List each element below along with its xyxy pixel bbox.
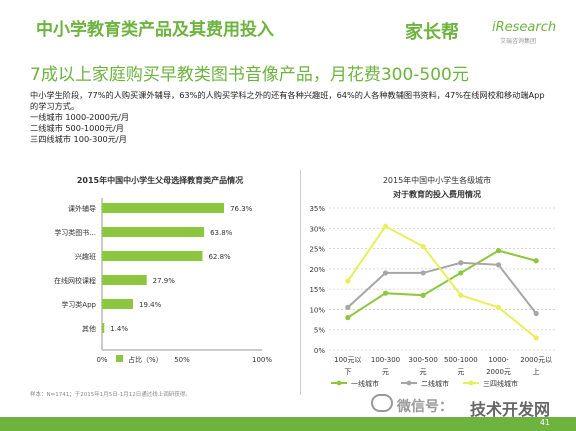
bar-legend-label: 占比（%） bbox=[128, 355, 163, 364]
line-point bbox=[495, 248, 502, 254]
line-x-tick-2: 元 bbox=[457, 368, 464, 376]
bar-category-label: 学习类App bbox=[61, 300, 96, 309]
bar-value-label: 76.3% bbox=[230, 205, 253, 213]
bar bbox=[102, 299, 134, 309]
bar-category-label: 学习类图书... bbox=[54, 228, 96, 237]
line-y-tick: 0% bbox=[314, 347, 325, 355]
line-y-tick: 15% bbox=[309, 286, 325, 294]
line-y-tick: 5% bbox=[314, 327, 325, 335]
bar-category-label: 其他 bbox=[82, 324, 96, 333]
iresearch-logo-sub: 艾瑞咨询集团 bbox=[500, 38, 537, 45]
line-chart-title: 2015年中国中小学生各级城市 bbox=[383, 175, 491, 185]
line-x-tick: 100-300 bbox=[371, 356, 400, 364]
line-chart-title-2: 对于教育的投入费用情况 bbox=[393, 189, 481, 199]
line-series bbox=[347, 261, 537, 315]
line-point bbox=[345, 314, 351, 321]
bar-category-label: 在线网校课程 bbox=[54, 276, 96, 285]
divider bbox=[300, 170, 301, 395]
bar bbox=[102, 323, 105, 333]
line-y-tick: 10% bbox=[309, 306, 325, 314]
subtitle: 7成以上家庭购买早教类图书音像产品，月花费300-500元 bbox=[30, 65, 469, 85]
line-point bbox=[533, 335, 539, 341]
line-x-tick-2: 上 bbox=[533, 367, 540, 376]
line-point bbox=[345, 304, 351, 310]
bar-category-label: 课外辅导 bbox=[68, 204, 96, 213]
iresearch-logo: iResearch bbox=[492, 20, 557, 35]
bar-value-label: 62.8% bbox=[208, 253, 231, 261]
bar-chart-title: 2015年中国中小学生父母选择教育类产品情况 bbox=[77, 175, 243, 185]
footer-source: 样本：N=1741；于2015年1月5日-1月12日通过线上调研获得。 bbox=[30, 392, 191, 398]
line-point bbox=[458, 260, 464, 266]
line-x-tick-2: 元 bbox=[420, 368, 427, 376]
bar-x-tick: 50% bbox=[174, 356, 190, 364]
line-y-tick: 35% bbox=[309, 205, 325, 213]
body-text: 中小学生阶段，77%的人购买课外辅导，63%的人购买学科之外的还有各种兴趣班，6… bbox=[30, 90, 550, 145]
watermark-label: 微信号： bbox=[397, 399, 453, 415]
line-point bbox=[458, 270, 464, 276]
line-legend-marker bbox=[336, 380, 342, 386]
line-y-tick: 20% bbox=[309, 266, 325, 274]
line-legend-marker bbox=[406, 380, 412, 386]
bar-x-tick: 100% bbox=[252, 356, 272, 364]
page-title: 中小学教育类产品及其费用投入 bbox=[36, 20, 274, 40]
line-legend-label: 二线城市 bbox=[421, 379, 449, 388]
watermark: 微信号： 技术开发网 bbox=[365, 392, 575, 419]
bar-x-tick: 0% bbox=[96, 356, 107, 364]
line-x-tick: 500-1000 bbox=[444, 356, 478, 364]
line-x-tick: 100元以 bbox=[334, 356, 361, 364]
bar bbox=[102, 275, 147, 285]
line-x-tick-2: 2000元 bbox=[486, 368, 511, 376]
bar bbox=[102, 203, 225, 213]
body-paragraph: 中小学生阶段，77%的人购买课外辅导，63%的人购买学科之外的还有各种兴趣班，6… bbox=[30, 90, 545, 111]
bar-value-label: 63.8% bbox=[210, 229, 233, 237]
line-point bbox=[345, 278, 351, 284]
city-line-1: 一线城市 1000-2000元/月 bbox=[30, 112, 130, 122]
line-point bbox=[382, 270, 389, 276]
bar-value-label: 19.4% bbox=[139, 301, 162, 309]
line-point bbox=[382, 223, 389, 229]
line-x-tick: 2000元以 bbox=[520, 356, 552, 364]
city-line-2: 二线城市 500-1000元/月 bbox=[30, 123, 124, 133]
line-point bbox=[458, 292, 464, 298]
city-line-3: 三四线城市 100-300元/月 bbox=[30, 134, 127, 144]
line-point bbox=[420, 292, 426, 298]
line-y-tick: 30% bbox=[309, 225, 325, 233]
jiazhangbang-logo: 家长帮 bbox=[405, 22, 459, 43]
line-point bbox=[533, 310, 539, 317]
page-number: 41 bbox=[539, 418, 550, 427]
wechat-icon bbox=[371, 394, 393, 412]
line-legend-marker bbox=[468, 380, 474, 386]
bottom-bar bbox=[0, 417, 576, 431]
line-point bbox=[382, 290, 389, 296]
line-point bbox=[533, 258, 539, 264]
line-point bbox=[420, 243, 426, 250]
line-series bbox=[347, 249, 537, 319]
line-point bbox=[420, 270, 426, 276]
line-point bbox=[495, 304, 502, 310]
line-point bbox=[495, 262, 502, 268]
line-y-tick: 25% bbox=[309, 246, 325, 254]
line-legend-label: 一线城市 bbox=[351, 379, 379, 388]
bar-category-label: 兴趣班 bbox=[75, 252, 96, 261]
line-x-tick: 300-500 bbox=[409, 356, 438, 364]
line-x-tick: 1000- bbox=[488, 356, 509, 364]
line-legend-label: 三四线城市 bbox=[483, 379, 518, 388]
city-lines: 一线城市 1000-2000元/月 二线城市 500-1000元/月 三四线城市… bbox=[30, 112, 550, 145]
bar-value-label: 1.4% bbox=[110, 325, 128, 333]
bar bbox=[102, 251, 203, 261]
bar bbox=[102, 227, 205, 237]
bar-value-label: 27.9% bbox=[153, 277, 176, 285]
line-x-tick-2: 元 bbox=[382, 368, 389, 376]
watermark-site: 技术开发网 bbox=[470, 400, 551, 419]
line-series bbox=[347, 224, 537, 339]
line-x-tick-2: 下 bbox=[344, 368, 351, 376]
bar-legend-swatch bbox=[116, 355, 123, 362]
